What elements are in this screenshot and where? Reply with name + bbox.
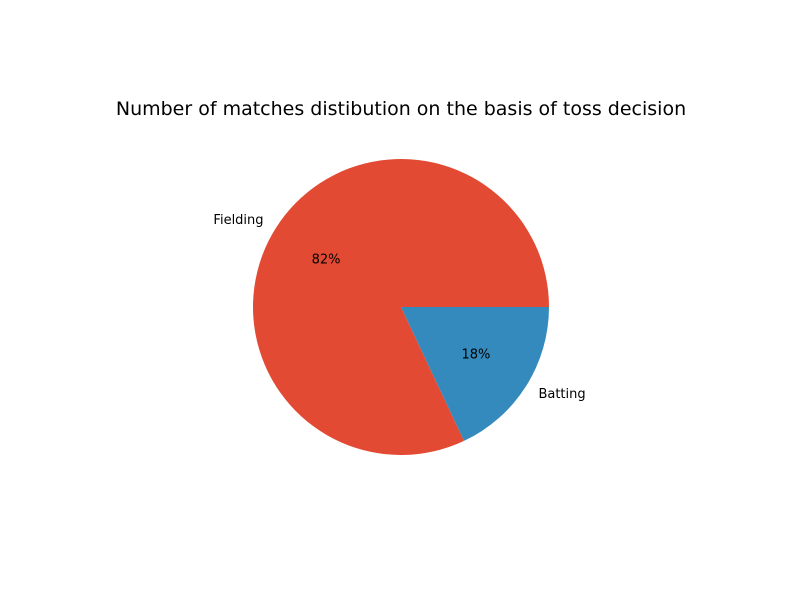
pie-slices <box>253 159 549 456</box>
pie-slice-batting <box>401 307 549 441</box>
chart-title: Number of matches distibution on the bas… <box>116 98 686 120</box>
category-label-batting: Batting <box>538 387 585 402</box>
pie-labels: Fielding 82% Batting 18% <box>213 213 585 402</box>
pie-slice-fielding <box>253 159 549 456</box>
percent-label-fielding: 82% <box>312 252 341 267</box>
percent-label-batting: 18% <box>462 348 491 363</box>
category-label-fielding: Fielding <box>213 213 263 228</box>
